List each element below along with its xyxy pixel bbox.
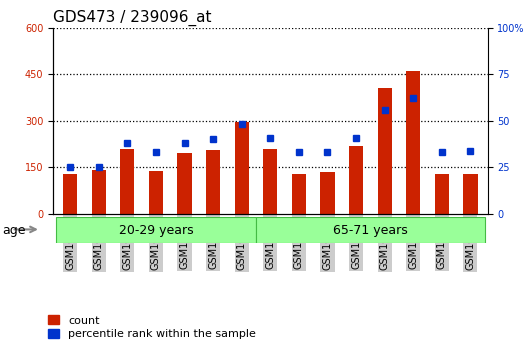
- Bar: [206, 150, 220, 214]
- Bar: [256, 217, 485, 243]
- Bar: [235, 122, 249, 214]
- Bar: [178, 153, 192, 214]
- Legend: count, percentile rank within the sample: count, percentile rank within the sample: [48, 315, 256, 339]
- Text: 20-29 years: 20-29 years: [119, 224, 193, 237]
- Bar: [149, 171, 163, 214]
- Bar: [320, 172, 334, 214]
- Text: age: age: [3, 224, 26, 237]
- Bar: [263, 149, 277, 214]
- Bar: [63, 174, 77, 214]
- Bar: [406, 71, 420, 214]
- Bar: [463, 174, 478, 214]
- Bar: [435, 174, 449, 214]
- Text: GDS473 / 239096_at: GDS473 / 239096_at: [53, 10, 211, 26]
- Bar: [377, 88, 392, 214]
- Bar: [292, 174, 306, 214]
- Text: 65-71 years: 65-71 years: [333, 224, 408, 237]
- Bar: [56, 217, 256, 243]
- Bar: [349, 146, 363, 214]
- Bar: [120, 149, 135, 214]
- Bar: [92, 170, 106, 214]
